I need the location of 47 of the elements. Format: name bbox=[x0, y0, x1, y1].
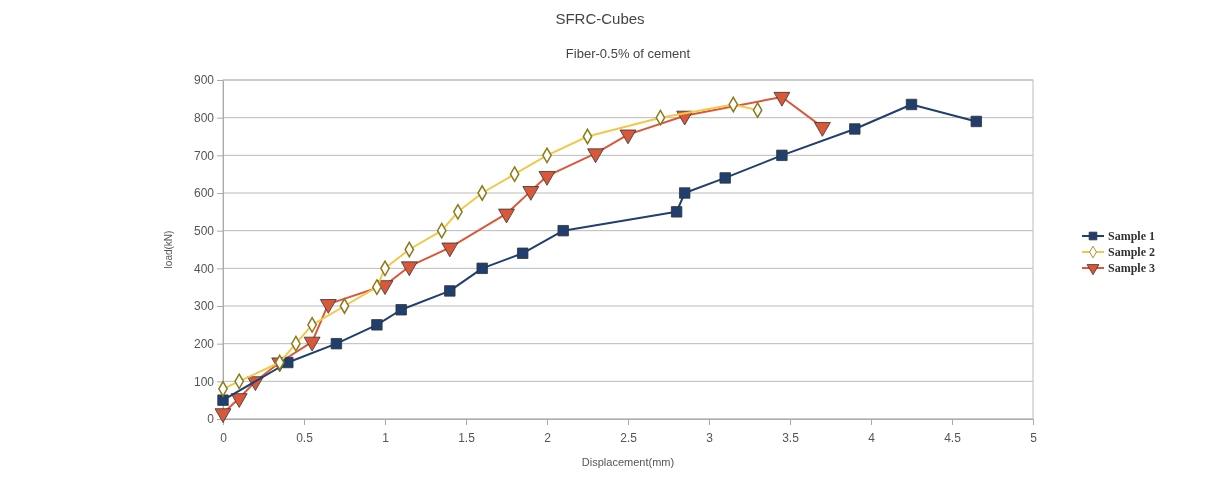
y-tick-label: 300 bbox=[193, 299, 215, 314]
x-tick-label: 4 bbox=[868, 431, 876, 446]
y-tick-label: 800 bbox=[193, 111, 215, 126]
point bbox=[679, 187, 691, 199]
point bbox=[719, 172, 731, 184]
x-tick-label: 5 bbox=[1030, 431, 1038, 446]
x-axis-title: Displacement(mm) bbox=[581, 456, 675, 468]
point bbox=[970, 115, 982, 128]
legend-label: Sample 1 bbox=[1108, 229, 1156, 243]
y-tick-label: 0 bbox=[207, 412, 215, 427]
chart-subtitle: Fiber-0.5% of cement bbox=[565, 46, 691, 61]
y-tick-label: 900 bbox=[193, 73, 215, 88]
y-tick-label: 400 bbox=[193, 261, 215, 276]
x-tick-label: 3 bbox=[706, 431, 714, 446]
point bbox=[303, 336, 321, 352]
point bbox=[319, 299, 337, 314]
point bbox=[849, 123, 861, 135]
chart-title: SFRC-Cubes bbox=[555, 10, 645, 27]
y-tick-label: 100 bbox=[193, 374, 215, 389]
point bbox=[476, 262, 488, 274]
point bbox=[217, 394, 229, 406]
point bbox=[670, 206, 683, 218]
y-tick-label: 600 bbox=[193, 186, 215, 201]
legend-label: Sample 2 bbox=[1108, 245, 1156, 259]
x-tick-label: 2 bbox=[544, 431, 552, 446]
point bbox=[330, 338, 343, 350]
x-tick-label: 0.5 bbox=[296, 431, 314, 446]
point bbox=[444, 285, 456, 297]
point bbox=[214, 408, 232, 423]
y-axis-title: load(kN) bbox=[163, 230, 174, 269]
x-tick-label: 4.5 bbox=[944, 431, 962, 446]
point bbox=[905, 98, 918, 111]
x-tick-label: 1.5 bbox=[458, 431, 476, 446]
point bbox=[557, 225, 569, 237]
point bbox=[230, 393, 248, 408]
x-tick-label: 1 bbox=[382, 431, 390, 446]
point bbox=[776, 149, 788, 161]
x-tick-label: 2.5 bbox=[620, 431, 638, 446]
point bbox=[517, 247, 529, 259]
y-tick-label: 700 bbox=[193, 148, 215, 163]
point bbox=[371, 319, 383, 331]
y-tick-label: 200 bbox=[193, 337, 215, 352]
y-tick-label: 500 bbox=[193, 224, 215, 239]
x-tick-label: 3.5 bbox=[782, 431, 800, 446]
x-tick-label: 0 bbox=[220, 431, 228, 446]
point bbox=[395, 304, 407, 316]
legend-label: Sample 3 bbox=[1108, 261, 1156, 275]
